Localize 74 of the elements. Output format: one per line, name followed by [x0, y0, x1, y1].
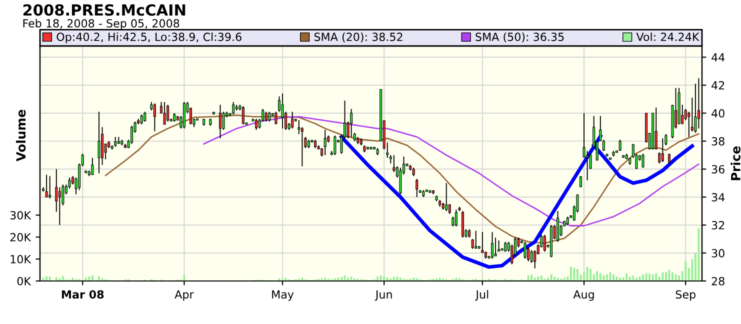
candlestick [130, 125, 134, 144]
candlestick [144, 111, 146, 122]
candlestick [163, 101, 166, 125]
candlestick [579, 176, 582, 188]
candlestick [543, 234, 546, 252]
candlestick [140, 114, 143, 125]
x-tick-label: Jun [374, 290, 392, 301]
candlestick [445, 182, 448, 212]
y2-tick-label: 0K [17, 276, 32, 286]
y-tick-label: 38 [712, 137, 724, 146]
x-tick-label: Mar 08 [62, 290, 104, 299]
candlestick [490, 232, 494, 260]
y-tick-label: 42 [712, 81, 724, 90]
candlestick [264, 111, 268, 122]
y-tick-label: 40 [712, 109, 724, 118]
y2-tick-label: 10K [10, 255, 32, 264]
candlestick [530, 250, 533, 264]
chart-subtitle: Feb 18, 2008 - Sep 05, 2008 [23, 18, 180, 30]
x-tick-label: Sep [676, 290, 696, 301]
candlestick [416, 178, 418, 198]
candlestick [222, 111, 225, 130]
legend-label: SMA (20): 38.52 [314, 32, 402, 42]
candlestick [350, 108, 353, 138]
candlestick [98, 111, 100, 174]
candlestick [182, 101, 186, 130]
candlestick [274, 111, 278, 125]
candlestick [618, 139, 622, 152]
x-tick-label: May [272, 290, 294, 301]
candlestick [242, 106, 244, 125]
candlestick [454, 209, 458, 227]
candlestick [661, 138, 664, 163]
y-tick-label: 28 [712, 276, 724, 286]
legend-label: SMA (50): 36.35 [476, 32, 564, 42]
x-tick-label: Aug [573, 290, 594, 301]
y-tick-label: 30 [712, 249, 724, 258]
candlestick [48, 176, 52, 199]
line-series [203, 116, 700, 226]
candlestick [556, 210, 560, 242]
y-tick-label: 44 [712, 53, 725, 62]
candlestick [91, 157, 94, 176]
candlestick [218, 104, 222, 139]
candlestick [232, 101, 235, 116]
x-tick-label: Apr [174, 290, 194, 301]
candlestick [291, 111, 294, 130]
chart-title: 2008.PRES.McCAIN [23, 4, 186, 16]
candlestick [654, 107, 658, 150]
y-tick-label: 36 [712, 165, 724, 174]
candlestick [392, 154, 396, 172]
y2-tick-label: 30K [10, 211, 32, 220]
candlestick [524, 241, 526, 260]
y-axis-title: Price [730, 146, 740, 180]
candlestick [114, 136, 117, 148]
candlestick [494, 237, 497, 256]
candlestick [268, 111, 271, 122]
candlestick [166, 104, 170, 122]
candlestick [281, 93, 284, 130]
candlestick [462, 210, 464, 238]
candlestick [668, 153, 670, 164]
x-tick-label: Jul [475, 290, 488, 301]
candlestick [324, 129, 326, 156]
candlestick [58, 186, 61, 226]
candlestick [474, 230, 478, 250]
y2-tick-label: 20K [10, 233, 32, 242]
candlestick [642, 153, 644, 168]
legend-label: Vol: 24.24K [636, 32, 700, 42]
y-tick-label: 32 [712, 221, 724, 230]
candlestick [334, 135, 336, 156]
y2-axis-title: Volume [16, 110, 26, 162]
y-tick-label: 34 [712, 193, 725, 202]
candlestick [45, 174, 48, 198]
candlestick [255, 118, 258, 130]
legend-label: Op:40.2, Hi:42.5, Lo:38.9, Cl:39.6 [56, 32, 242, 44]
candlestick [153, 102, 156, 132]
candlestick [452, 216, 454, 227]
